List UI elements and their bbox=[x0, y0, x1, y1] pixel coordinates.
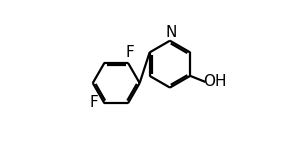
Text: N: N bbox=[166, 25, 177, 40]
Text: F: F bbox=[89, 95, 98, 110]
Text: F: F bbox=[125, 45, 134, 60]
Text: OH: OH bbox=[203, 74, 226, 89]
